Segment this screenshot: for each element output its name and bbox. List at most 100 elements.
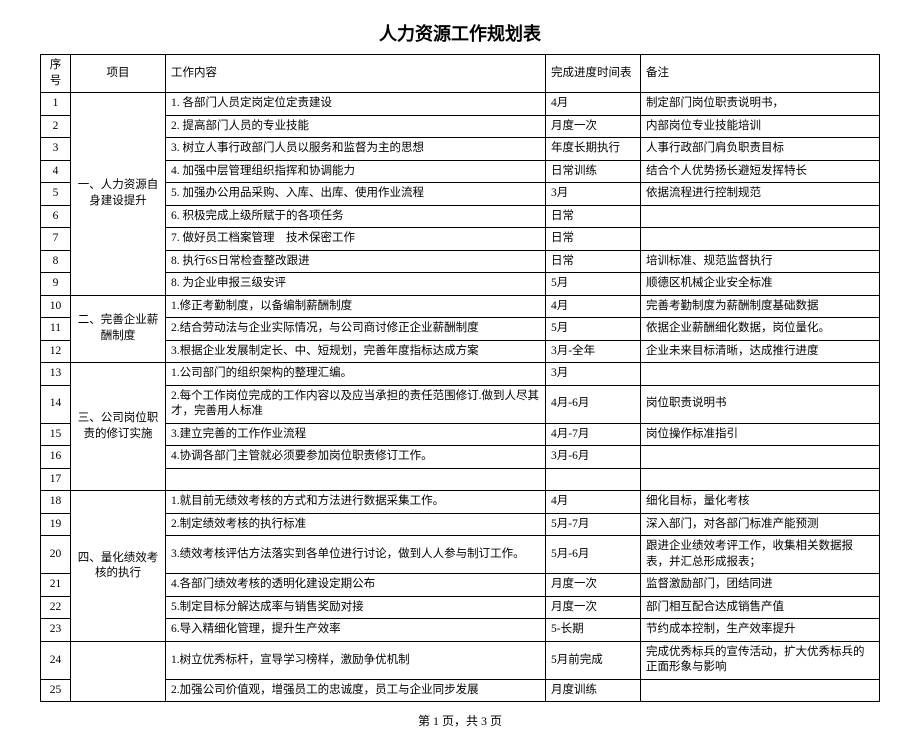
cell-schedule: 4月-7月 xyxy=(546,423,641,446)
table-row: 7 7. 做好员工档案管理 技术保密工作 日常 xyxy=(41,228,880,251)
cell-remark xyxy=(641,205,880,228)
cell-content: 8. 执行6S日常检查整改跟进 xyxy=(166,250,546,273)
cell-content: 2.结合劳动法与企业实际情况，与公司商讨修正企业薪酬制度 xyxy=(166,318,546,341)
cell-schedule: 5月前完成 xyxy=(546,641,641,679)
cell-schedule: 日常训练 xyxy=(546,160,641,183)
table-row: 18 四、量化绩效考核的执行 1.就目前无绩效考核的方式和方法进行数据采集工作。… xyxy=(41,491,880,514)
cell-schedule: 4月 xyxy=(546,295,641,318)
cell-remark: 完善考勤制度为薪酬制度基础数据 xyxy=(641,295,880,318)
cell-schedule: 3月-全年 xyxy=(546,340,641,363)
cell-remark: 深入部门，对各部门标准产能预测 xyxy=(641,513,880,536)
cell-remark: 节约成本控制，生产效率提升 xyxy=(641,619,880,642)
cell-seq: 16 xyxy=(41,446,71,469)
cell-content: 1.树立优秀标杆，宣导学习榜样，激励争优机制 xyxy=(166,641,546,679)
cell-remark: 完成优秀标兵的宣传活动，扩大优秀标兵的正面形象与影响 xyxy=(641,641,880,679)
cell-schedule: 5-长期 xyxy=(546,619,641,642)
cell-seq: 6 xyxy=(41,205,71,228)
cell-remark: 制定部门岗位职责说明书， xyxy=(641,93,880,116)
cell-seq: 4 xyxy=(41,160,71,183)
cell-remark: 顺德区机械企业安全标准 xyxy=(641,273,880,296)
cell-content: 3. 树立人事行政部门人员以服务和监督为主的思想 xyxy=(166,138,546,161)
cell-seq: 22 xyxy=(41,596,71,619)
cell-seq: 15 xyxy=(41,423,71,446)
cell-seq: 1 xyxy=(41,93,71,116)
cell-remark xyxy=(641,363,880,386)
table-row: 6 6. 积极完成上级所赋于的各项任务 日常 xyxy=(41,205,880,228)
table-row: 3 3. 树立人事行政部门人员以服务和监督为主的思想 年度长期执行 人事行政部门… xyxy=(41,138,880,161)
header-seq: 序号 xyxy=(41,55,71,93)
cell-schedule xyxy=(546,468,641,491)
cell-project: 四、量化绩效考核的执行 xyxy=(71,491,166,642)
table-row: 14 2.每个工作岗位完成的工作内容以及应当承担的责任范围修订.做到人尽其才，完… xyxy=(41,385,880,423)
table-row: 25 2.加强公司价值观，增强员工的忠诚度，员工与企业同步发展 月度训练 xyxy=(41,679,880,702)
cell-schedule: 月度训练 xyxy=(546,679,641,702)
cell-remark: 监督激励部门，团结同进 xyxy=(641,574,880,597)
table-row: 8 8. 执行6S日常检查整改跟进 日常 培训标准、规范监督执行 xyxy=(41,250,880,273)
cell-schedule: 5月-6月 xyxy=(546,536,641,574)
cell-content: 6.导入精细化管理，提升生产效率 xyxy=(166,619,546,642)
cell-schedule: 5月-7月 xyxy=(546,513,641,536)
page-title: 人力资源工作规划表 xyxy=(40,20,880,46)
cell-remark: 企业未来目标清晰，达成推行进度 xyxy=(641,340,880,363)
cell-schedule: 月度一次 xyxy=(546,115,641,138)
cell-content: 1. 各部门人员定岗定位定责建设 xyxy=(166,93,546,116)
table-row: 20 3.绩效考核评估方法落实到各单位进行讨论，做到人人参与制订工作。 5月-6… xyxy=(41,536,880,574)
cell-content xyxy=(166,468,546,491)
cell-content: 1.公司部门的组织架构的整理汇编。 xyxy=(166,363,546,386)
cell-remark: 依据流程进行控制规范 xyxy=(641,183,880,206)
cell-schedule: 3月 xyxy=(546,363,641,386)
cell-remark: 岗位操作标准指引 xyxy=(641,423,880,446)
cell-schedule: 年度长期执行 xyxy=(546,138,641,161)
cell-seq: 24 xyxy=(41,641,71,679)
cell-content: 5.制定目标分解达成率与销售奖励对接 xyxy=(166,596,546,619)
cell-seq: 8 xyxy=(41,250,71,273)
table-row: 9 8. 为企业申报三级安评 5月 顺德区机械企业安全标准 xyxy=(41,273,880,296)
table-row: 10 二、完善企业薪酬制度 1.修正考勤制度，以备编制薪酬制度 4月 完善考勤制… xyxy=(41,295,880,318)
cell-project: 三、公司岗位职责的修订实施 xyxy=(71,363,166,491)
cell-remark: 结合个人优势扬长避短发挥特长 xyxy=(641,160,880,183)
cell-project: 二、完善企业薪酬制度 xyxy=(71,295,166,363)
cell-content: 1.修正考勤制度，以备编制薪酬制度 xyxy=(166,295,546,318)
cell-content: 5. 加强办公用品采购、入库、出库、使用作业流程 xyxy=(166,183,546,206)
cell-schedule: 4月-6月 xyxy=(546,385,641,423)
cell-content: 2. 提高部门人员的专业技能 xyxy=(166,115,546,138)
table-row: 16 4.协调各部门主管就必须要参加岗位职责修订工作。 3月-6月 xyxy=(41,446,880,469)
cell-remark: 依据企业薪酬细化数据，岗位量化。 xyxy=(641,318,880,341)
cell-seq: 3 xyxy=(41,138,71,161)
cell-content: 3.根据企业发展制定长、中、短规划，完善年度指标达成方案 xyxy=(166,340,546,363)
cell-remark: 跟进企业绩效考评工作，收集相关数据报表，并汇总形成报表； xyxy=(641,536,880,574)
cell-remark: 细化目标，量化考核 xyxy=(641,491,880,514)
cell-content: 7. 做好员工档案管理 技术保密工作 xyxy=(166,228,546,251)
cell-seq: 18 xyxy=(41,491,71,514)
cell-schedule: 月度一次 xyxy=(546,596,641,619)
cell-schedule: 5月 xyxy=(546,273,641,296)
cell-remark xyxy=(641,446,880,469)
cell-project: 一、人力资源自身建设提升 xyxy=(71,93,166,296)
hr-plan-table: 序号 项目 工作内容 完成进度时间表 备注 1 一、人力资源自身建设提升 1. … xyxy=(40,54,880,702)
cell-seq: 17 xyxy=(41,468,71,491)
cell-content: 3.绩效考核评估方法落实到各单位进行讨论，做到人人参与制订工作。 xyxy=(166,536,546,574)
cell-remark: 部门相互配合达成销售产值 xyxy=(641,596,880,619)
table-row: 13 三、公司岗位职责的修订实施 1.公司部门的组织架构的整理汇编。 3月 xyxy=(41,363,880,386)
cell-schedule: 日常 xyxy=(546,228,641,251)
cell-seq: 9 xyxy=(41,273,71,296)
cell-content: 3.建立完善的工作作业流程 xyxy=(166,423,546,446)
cell-schedule: 日常 xyxy=(546,205,641,228)
table-row: 11 2.结合劳动法与企业实际情况，与公司商讨修正企业薪酬制度 5月 依据企业薪… xyxy=(41,318,880,341)
table-row: 19 2.制定绩效考核的执行标准 5月-7月 深入部门，对各部门标准产能预测 xyxy=(41,513,880,536)
cell-seq: 25 xyxy=(41,679,71,702)
cell-remark xyxy=(641,679,880,702)
cell-content: 2.加强公司价值观，增强员工的忠诚度，员工与企业同步发展 xyxy=(166,679,546,702)
cell-content: 4.各部门绩效考核的透明化建设定期公布 xyxy=(166,574,546,597)
cell-remark: 内部岗位专业技能培训 xyxy=(641,115,880,138)
cell-seq: 2 xyxy=(41,115,71,138)
table-row: 1 一、人力资源自身建设提升 1. 各部门人员定岗定位定责建设 4月 制定部门岗… xyxy=(41,93,880,116)
table-row: 12 3.根据企业发展制定长、中、短规划，完善年度指标达成方案 3月-全年 企业… xyxy=(41,340,880,363)
cell-seq: 11 xyxy=(41,318,71,341)
cell-content: 6. 积极完成上级所赋于的各项任务 xyxy=(166,205,546,228)
cell-seq: 21 xyxy=(41,574,71,597)
header-remark: 备注 xyxy=(641,55,880,93)
cell-schedule: 3月-6月 xyxy=(546,446,641,469)
cell-schedule: 3月 xyxy=(546,183,641,206)
cell-schedule: 月度一次 xyxy=(546,574,641,597)
